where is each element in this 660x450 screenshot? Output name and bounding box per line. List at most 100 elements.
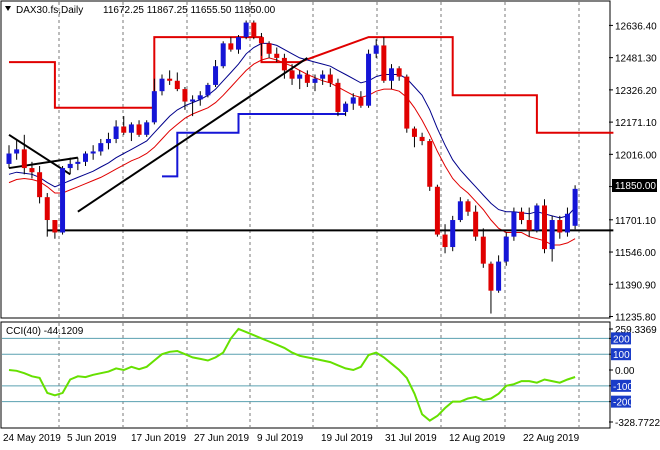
candle-body	[411, 128, 417, 137]
candle	[488, 261, 494, 314]
y-tick-label: 11546.00	[615, 248, 656, 259]
candle	[21, 134, 27, 175]
candle	[243, 20, 249, 40]
cci-header: CCI(40) -44.1209	[6, 326, 84, 337]
trendline	[8, 133, 71, 176]
candle-body	[243, 22, 249, 38]
candle	[197, 91, 203, 106]
candle	[29, 161, 35, 179]
candle	[266, 41, 272, 58]
candle-body	[21, 149, 27, 169]
candle-body	[167, 78, 173, 81]
candle-body	[128, 124, 134, 133]
main-grid	[58, 2, 580, 317]
candle-body	[75, 161, 81, 164]
candle-body	[519, 211, 525, 221]
candle	[60, 165, 66, 235]
candle	[174, 72, 180, 92]
blue-moving-average	[8, 42, 576, 219]
candle-body	[343, 103, 349, 112]
candle	[366, 49, 372, 108]
candle	[98, 138, 104, 156]
candle	[182, 87, 188, 110]
candle	[389, 64, 394, 90]
last-price-label: 11850.00	[615, 181, 656, 192]
candle	[411, 126, 417, 148]
candle	[465, 199, 471, 216]
candle-body	[197, 95, 203, 100]
candle	[52, 220, 58, 239]
candle	[396, 66, 402, 81]
candle-body	[320, 74, 326, 79]
y-tick-label: 11390.90	[615, 280, 656, 291]
candle-body	[266, 43, 272, 54]
chart-header-ohlc: 11672.25 11867.25 11655.50 11850.00	[103, 5, 276, 16]
candle-body	[159, 78, 165, 92]
candles	[6, 20, 578, 314]
candle-body	[251, 22, 257, 38]
candle	[373, 39, 379, 58]
x-tick-label: 12 Aug 2019	[449, 433, 506, 444]
candle	[404, 74, 410, 133]
candle	[350, 93, 356, 110]
candle-body	[44, 197, 50, 221]
candle-body	[274, 53, 280, 58]
candle	[251, 20, 257, 40]
candle	[320, 70, 326, 85]
candle	[67, 157, 73, 175]
candle	[572, 185, 578, 230]
candle-body	[67, 163, 73, 169]
cci-line	[8, 327, 576, 422]
date-axis: 24 May 2019 5 Jun 2019 17 Jun 2019 27 Jun 2…	[3, 433, 580, 444]
candle	[258, 32, 264, 56]
candle	[83, 151, 88, 166]
candle-body	[389, 68, 394, 81]
cci-level-box	[611, 348, 631, 361]
red-step-line	[9, 36, 614, 134]
candle-body	[549, 220, 555, 250]
candle	[274, 47, 280, 63]
candle-body	[220, 43, 226, 67]
candle-body	[83, 153, 88, 162]
candle-body	[121, 126, 127, 133]
candle	[473, 205, 479, 241]
candle-body	[174, 80, 180, 90]
candle-body	[496, 261, 502, 291]
y-tick-label: 12636.40	[615, 21, 657, 32]
y-tick-label: 12326.20	[615, 86, 657, 97]
trendline	[77, 57, 308, 213]
candle-body	[526, 220, 532, 231]
x-tick-label: 5 Jun 2019	[67, 433, 117, 444]
candle	[312, 74, 318, 92]
candle-body	[557, 220, 563, 233]
candle-body	[205, 84, 211, 96]
candle-body	[396, 68, 402, 77]
trendline	[8, 156, 78, 170]
candle-body	[465, 201, 471, 212]
cci-tick-label: 200	[613, 334, 630, 345]
y-tick-label: 12481.30	[615, 54, 657, 65]
candle-body	[190, 99, 196, 102]
candle	[136, 120, 142, 137]
candle	[167, 70, 173, 85]
candle	[236, 35, 241, 54]
candle-body	[105, 138, 111, 144]
candle	[213, 59, 219, 88]
candle-body	[151, 91, 157, 123]
candle	[496, 255, 502, 293]
x-tick-label: 22 Aug 2019	[523, 433, 580, 444]
y-tick-label: 11701.10	[615, 216, 656, 227]
cci-tick-label: -100	[613, 382, 633, 393]
x-tick-label: 24 May 2019	[3, 433, 61, 444]
candle-body	[434, 186, 440, 235]
chart-header-symbol: DAX30.fs,Daily	[16, 5, 83, 16]
candle	[519, 207, 525, 225]
candle-body	[366, 53, 372, 106]
candle	[564, 207, 570, 237]
candle-body	[419, 136, 425, 142]
price-axis: 12636.40 12481.30 12326.20 12171.10 12016.00…	[609, 21, 657, 324]
candle	[75, 157, 81, 171]
candle-body	[404, 76, 410, 129]
candle	[427, 138, 433, 191]
